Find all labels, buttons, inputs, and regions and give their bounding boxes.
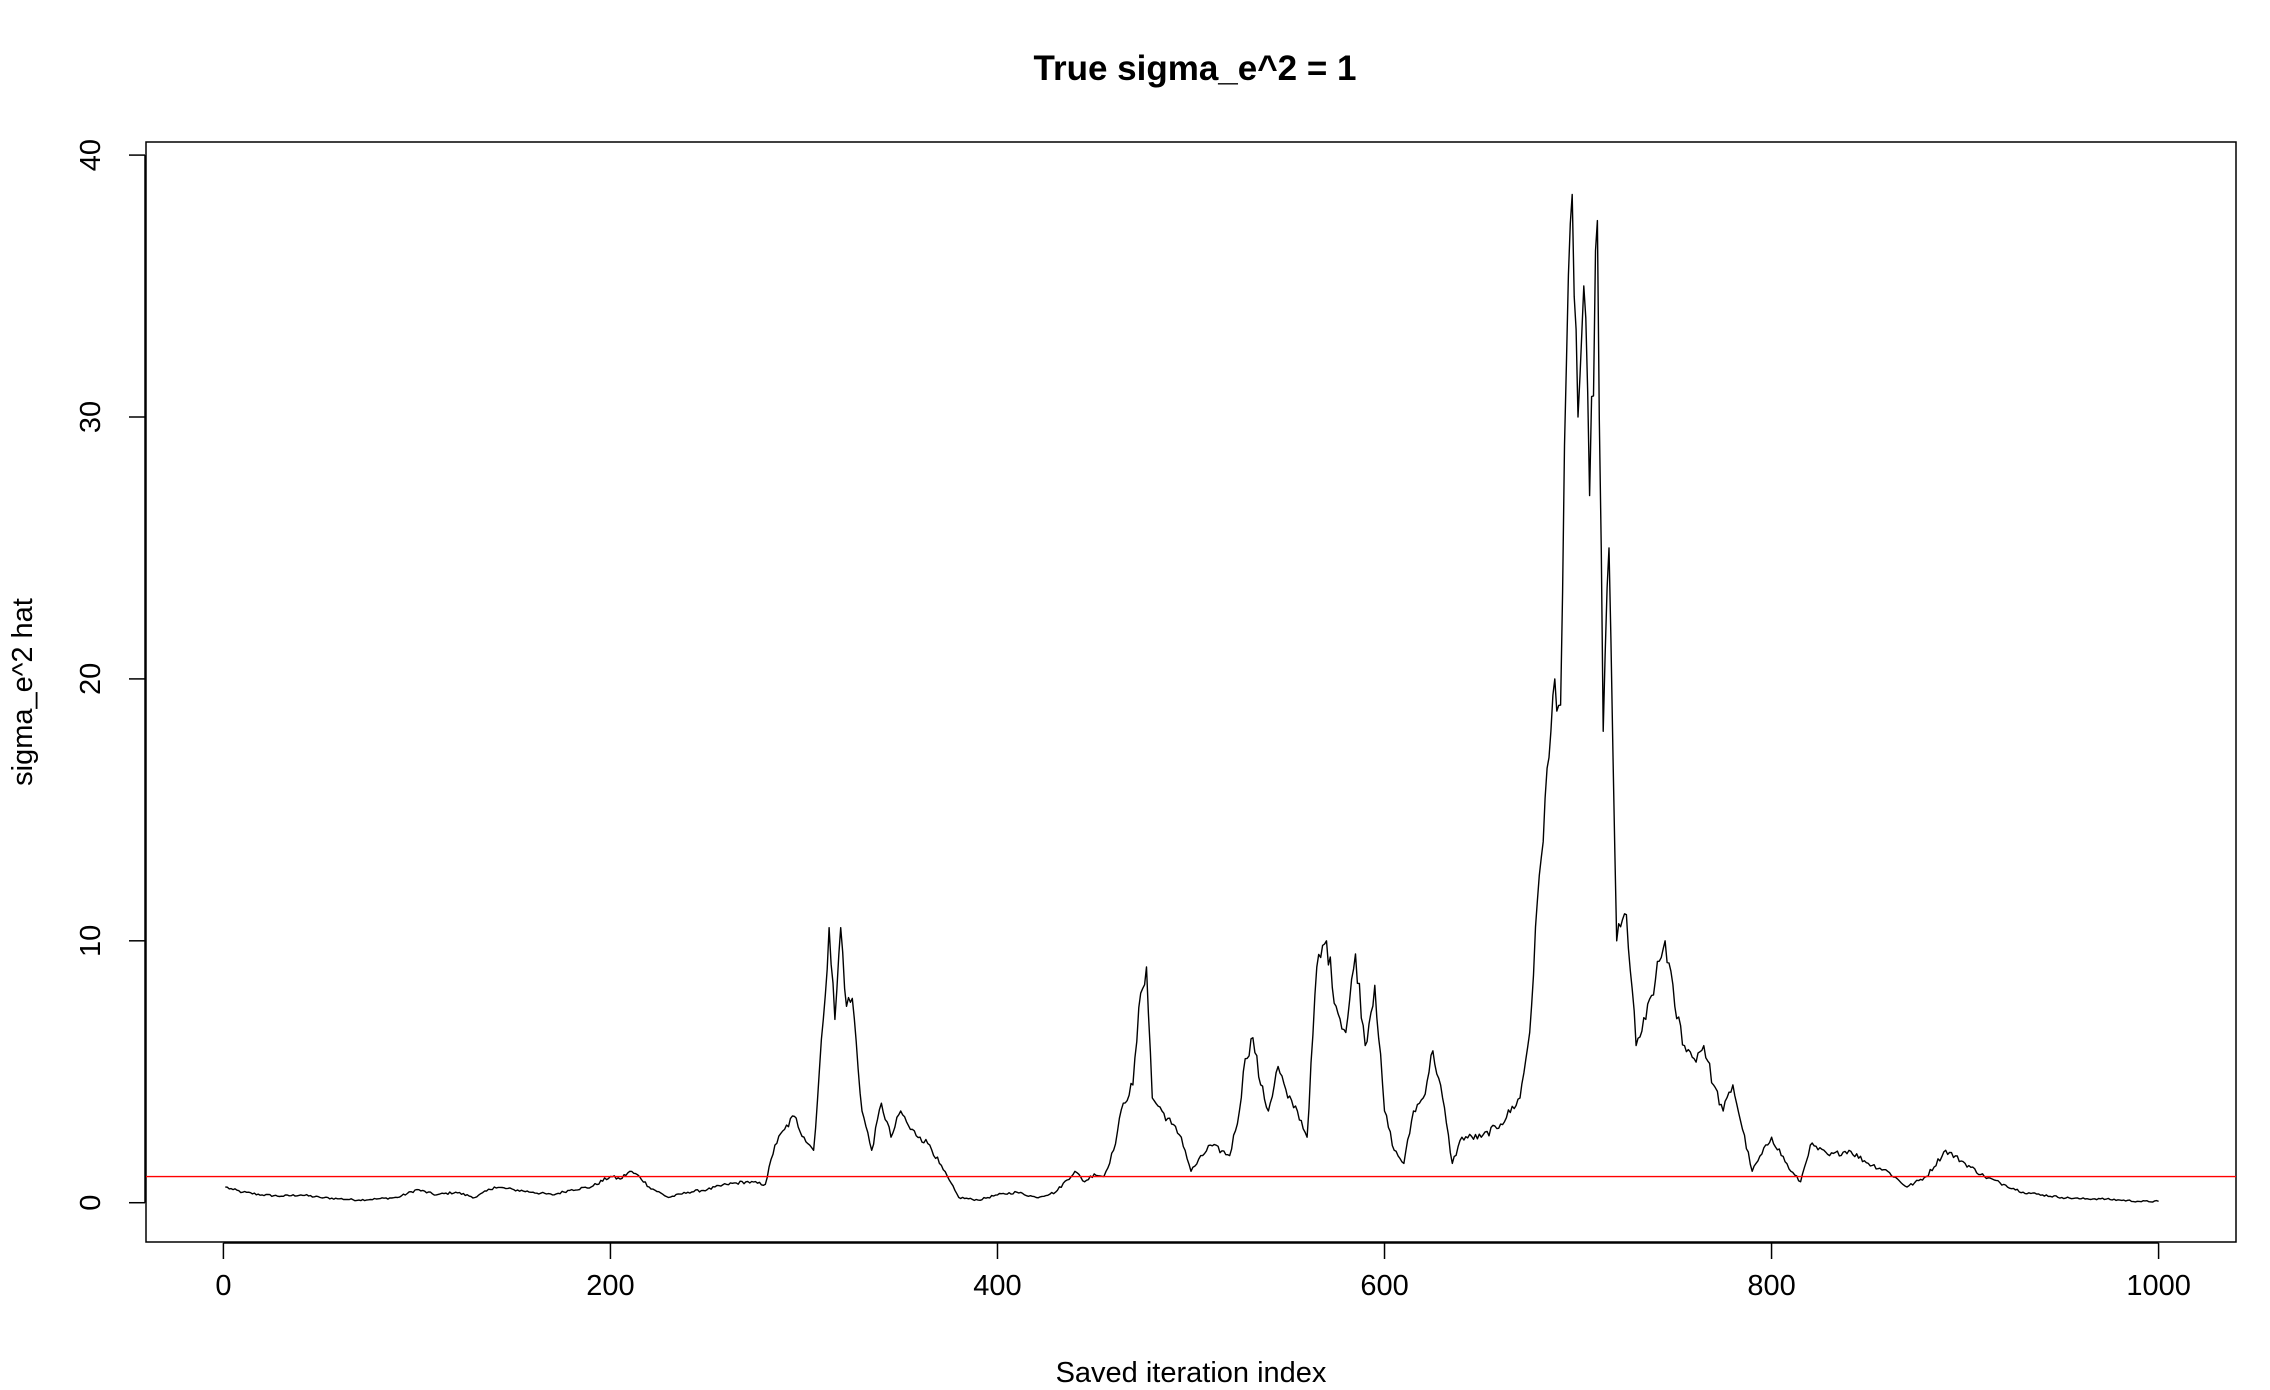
plot-frame	[145, 141, 2237, 1243]
x-axis: 0 200 400 600 800 1000	[215, 1242, 2191, 1302]
series-layer	[146, 193, 2236, 1203]
y-tick-label: 10	[75, 925, 107, 957]
x-tick-label: 0	[215, 1270, 231, 1302]
y-tick-label: 30	[75, 401, 107, 433]
x-tick-label: 600	[1360, 1270, 1408, 1302]
series-line	[225, 193, 2159, 1203]
y-tick-label: 0	[75, 1195, 107, 1211]
y-tick-label: 20	[75, 663, 107, 695]
x-tick-label: 1000	[2126, 1270, 2191, 1302]
y-tick-label: 40	[75, 139, 107, 171]
x-axis-title: Saved iteration index	[1056, 1357, 1327, 1389]
x-tick-label: 200	[586, 1270, 634, 1302]
x-tick-label: 400	[973, 1270, 1021, 1302]
x-tick-label: 800	[1747, 1270, 1795, 1302]
chart-title: True sigma_e^2 = 1	[1034, 49, 1357, 88]
y-axis: 0 10 20 30 40	[75, 139, 146, 1211]
y-axis-title: sigma_e^2 hat	[7, 598, 39, 786]
